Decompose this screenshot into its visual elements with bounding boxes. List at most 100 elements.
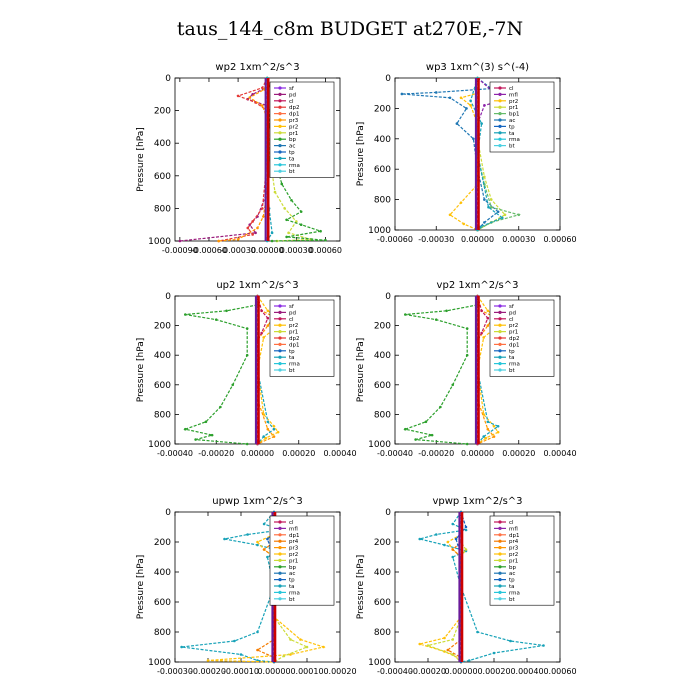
x-tick-label: 0.00000 [444,667,477,676]
series-point-tp [266,537,269,541]
legend-label-dp1: dp1 [509,533,519,539]
y-tick-label: 400 [374,568,391,578]
series-point-ta [223,537,226,541]
series-point-dp2 [251,233,254,236]
legend-label-bt: bt [289,368,295,374]
series-point-ta [246,533,249,536]
y-tick-label: 200 [154,107,171,117]
legend-marker-ta [278,156,282,160]
y-tick-label: 400 [154,568,171,578]
series-point-pr2 [484,436,488,440]
legend-marker-pr4 [278,539,282,543]
legend-marker-pr1 [498,105,502,109]
legend-label-cl: cl [289,317,294,323]
legend-marker-tp [278,578,282,582]
y-tick-label: 800 [374,196,391,206]
series-point-pr1 [483,175,486,179]
x-tick-label: -0.00040 [377,667,413,676]
x-tick-label: -0.00020 [198,449,234,458]
legend-marker-bt [278,169,282,173]
legend-marker-rma [278,362,282,366]
y-tick-label: 0 [385,292,391,302]
x-tick-label: 0.00000 [461,449,494,458]
series-point-cl [260,331,263,335]
legend-marker-dp2 [278,105,282,109]
series-point-dp2 [246,226,250,230]
series-point-ac [434,91,438,94]
series-point-pr4 [446,648,450,652]
legend-marker-ac [498,571,502,575]
series-point-pr3 [248,96,252,99]
series-point-tp [262,435,265,438]
series-point-pr2 [496,430,500,434]
legend-label-pr3: pr3 [289,546,299,552]
series-point-ta [492,651,496,655]
series-point-tp [486,420,490,424]
chart-panel-4: vp2 1xm^2/s^3 Pressure [hPa] 0 200 400 600 800… [356,280,577,458]
legend-marker-dp2 [498,336,502,340]
series-point-pr4 [262,548,266,551]
series-point-bp [290,198,293,202]
x-tick-label: 0.00000 [461,235,494,244]
series-point-dp1 [225,309,228,313]
x-tick-label: 0.00030 [280,246,313,255]
series-point-pr1 [305,645,309,649]
legend-label-bt: bt [289,597,295,603]
series-point-pr2 [446,540,450,544]
series-line-pr1 [476,295,495,445]
legend-marker-ta [278,355,282,359]
series-line-pr2 [417,512,462,662]
series-line-dp2 [218,77,268,242]
y-tick-label: 800 [374,628,391,638]
series-point-pr1 [273,190,277,194]
panel-title: up2 1xm^2/s^3 [216,280,298,291]
legend-label-rma: rma [289,362,300,368]
legend-label-bt: bt [509,144,515,150]
series-line-ta [419,511,544,663]
legend-label-bp: bp [289,565,296,571]
series-point-ta [451,555,455,559]
y-tick-label: 600 [374,381,391,391]
legend-label-mfl: mfl [509,526,518,532]
y-tick-label: 600 [374,598,391,608]
legend-marker-dp1 [278,342,282,346]
legend-label-pd: pd [289,92,296,98]
series-line-pr2 [449,78,479,231]
series-point-pr2 [482,336,485,339]
series-point-dp1 [430,433,434,437]
series-line-ta [181,511,283,663]
series-point-pr2 [266,309,270,313]
panel-title: wp3 1xm^(3) s^(-4) [426,62,529,73]
legend-marker-ac [278,144,282,148]
series-point-dp1 [465,327,469,330]
chart-panel-3: up2 1xm^2/s^3 Pressure [hPa] 0 200 400 600 800… [136,280,357,458]
series-point-ta [542,644,545,647]
x-tick-label: 0.00000 [251,246,284,255]
legend-label-pd: pd [509,310,516,316]
legend-label-ta: ta [289,584,295,590]
series-point-dp1 [404,313,407,316]
series-point-mfl [483,104,486,107]
legend-marker-tp [498,349,502,353]
panel-title: vp2 1xm^2/s^3 [437,280,519,291]
series-point-dp2 [261,207,264,210]
legend-label-pd: pd [289,310,296,316]
series-point-pr2 [299,638,302,641]
legend-label-ta: ta [289,156,295,162]
series-point-tp [464,525,468,529]
y-axis-label: Pressure [hPa] [136,127,146,192]
y-tick-label: 0 [165,74,171,84]
legend-marker-ta [498,131,502,135]
series-point-pr1 [486,324,490,327]
series-point-dp1 [439,405,442,409]
legend-label-bp: bp [509,565,516,571]
series-point-dp1 [451,383,455,387]
series-point-pr1 [272,435,276,438]
series-point-tp [266,420,270,424]
series-point-ta [239,653,243,656]
series-line-pr3 [218,77,268,242]
legend-marker-ta [498,355,502,359]
legend-label-cl: cl [509,317,514,323]
series-point-pr2 [418,642,422,646]
x-tick-label: 0.00030 [502,235,535,244]
